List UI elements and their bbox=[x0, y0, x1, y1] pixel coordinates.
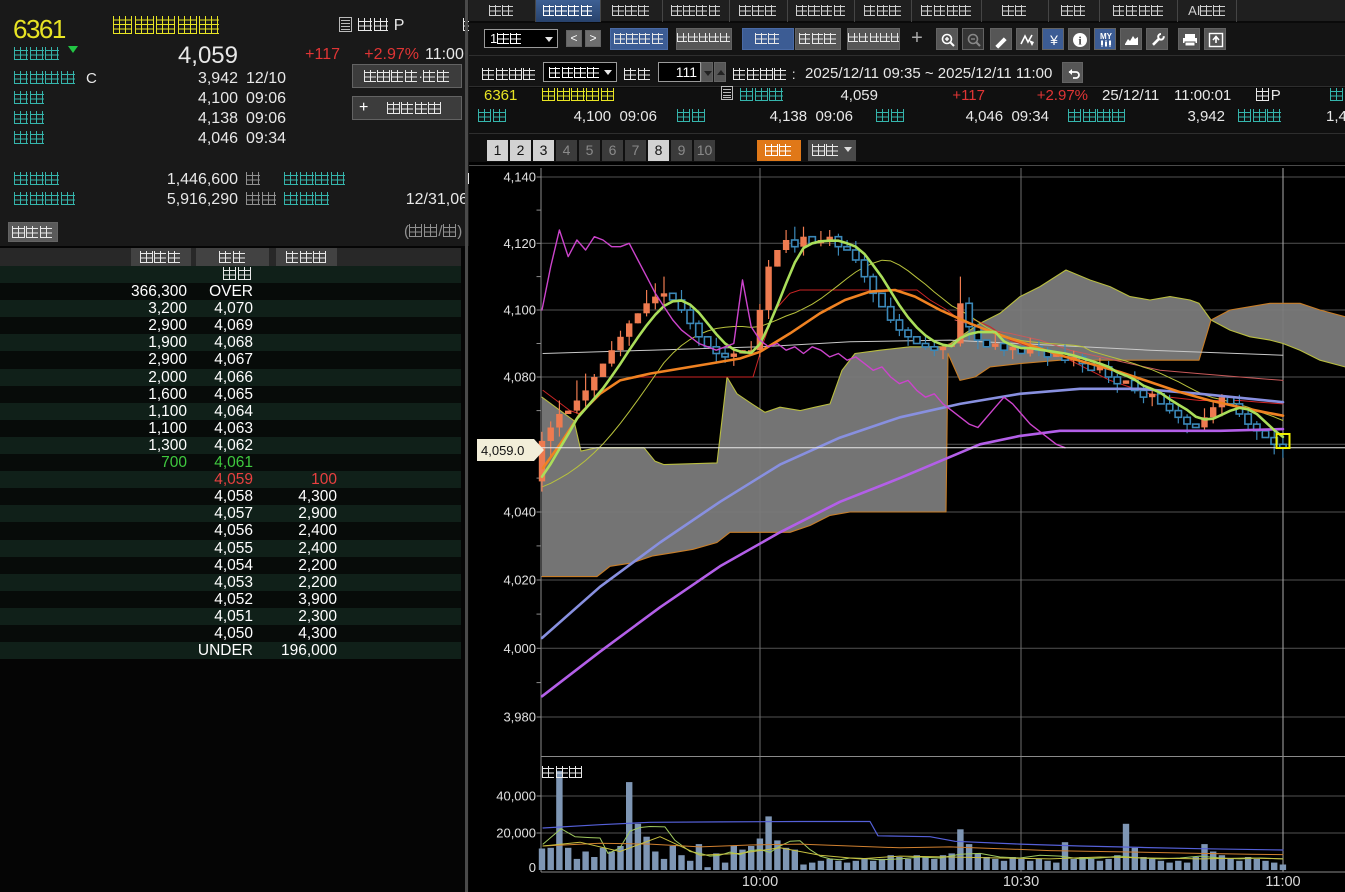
svg-text:4,100: 4,100 bbox=[503, 303, 536, 318]
svg-text:MY: MY bbox=[1100, 32, 1113, 41]
svg-text:20,000: 20,000 bbox=[496, 826, 536, 841]
svg-text:4,000: 4,000 bbox=[503, 641, 536, 656]
svg-text:3,980: 3,980 bbox=[503, 710, 536, 725]
svg-text:0: 0 bbox=[529, 860, 536, 875]
svg-text:40,000: 40,000 bbox=[496, 789, 536, 804]
svg-text:4,080: 4,080 bbox=[503, 370, 536, 385]
svg-text:4,020: 4,020 bbox=[503, 573, 536, 588]
svg-text:i: i bbox=[1078, 34, 1082, 48]
svg-text:10:00: 10:00 bbox=[742, 874, 778, 890]
svg-text:4,120: 4,120 bbox=[503, 236, 536, 251]
svg-text:4,140: 4,140 bbox=[503, 170, 536, 185]
svg-text:¥: ¥ bbox=[1049, 32, 1058, 48]
svg-text:4,040: 4,040 bbox=[503, 505, 536, 520]
svg-text:10:30: 10:30 bbox=[1003, 874, 1039, 890]
svg-text:11:00: 11:00 bbox=[1265, 874, 1300, 890]
svg-text:4,059.0: 4,059.0 bbox=[481, 443, 524, 458]
